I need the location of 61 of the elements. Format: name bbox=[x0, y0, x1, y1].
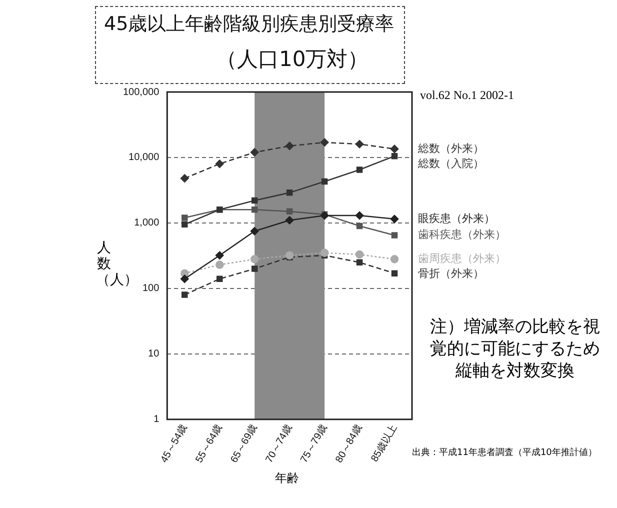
point bbox=[391, 232, 398, 238]
series-label: 総数（外来） bbox=[417, 142, 484, 155]
point bbox=[390, 144, 399, 154]
x-tick-label: 65～69歳 bbox=[228, 422, 260, 465]
y-tick-label: 1,000 bbox=[134, 218, 160, 229]
y-tick-label: 100,000 bbox=[122, 86, 160, 98]
point bbox=[391, 270, 398, 276]
point bbox=[216, 276, 223, 282]
y-tick-label: 1 bbox=[154, 414, 160, 426]
point bbox=[215, 251, 224, 260]
chart-title: 45歳以上年齢階級別疾患別受療率 bbox=[104, 12, 394, 37]
point bbox=[356, 222, 363, 230]
point bbox=[285, 216, 294, 224]
point bbox=[251, 206, 258, 213]
point bbox=[286, 208, 293, 215]
point bbox=[250, 255, 259, 264]
point bbox=[215, 260, 224, 269]
point bbox=[391, 152, 398, 160]
y-axis-title: 人数（人） bbox=[96, 240, 138, 288]
text: 注）増減率の比較を視覚的に可能にするため縦軸を対数変換 bbox=[430, 316, 600, 382]
y-tick-label: 10,000 bbox=[128, 152, 160, 164]
point bbox=[182, 214, 188, 221]
x-axis-title: 年齢 bbox=[275, 470, 299, 487]
point bbox=[182, 292, 188, 298]
point bbox=[355, 140, 364, 148]
series-label: 骨折（外来） bbox=[418, 267, 484, 280]
point bbox=[215, 160, 224, 168]
x-tick-label: 70～74歳 bbox=[263, 422, 295, 465]
point bbox=[355, 250, 364, 259]
point bbox=[250, 226, 259, 236]
point bbox=[356, 259, 363, 266]
point bbox=[390, 255, 399, 264]
series-label: 歯科疾患（外来） bbox=[418, 228, 506, 242]
text: vol.62 No.1 2002-1 bbox=[420, 88, 514, 103]
point bbox=[180, 174, 189, 183]
point bbox=[356, 166, 363, 173]
x-tick-label: 55～64歳 bbox=[193, 422, 225, 465]
point bbox=[320, 138, 329, 147]
y-tick-label: 100 bbox=[142, 283, 160, 294]
x-tick-label: 75～79歳 bbox=[298, 422, 330, 465]
point bbox=[250, 148, 259, 156]
x-tick-label: 45～54歳 bbox=[158, 422, 190, 465]
point bbox=[251, 197, 258, 204]
point bbox=[182, 221, 188, 228]
point bbox=[285, 251, 294, 260]
point bbox=[320, 248, 329, 257]
point bbox=[355, 211, 364, 220]
series-label: 眼疾患（外来） bbox=[418, 212, 495, 225]
chart-subtitle: （人口10万対） bbox=[216, 46, 369, 73]
point bbox=[180, 274, 189, 284]
x-tick-label: 85歳以上 bbox=[368, 422, 400, 464]
point bbox=[251, 266, 258, 272]
point bbox=[285, 142, 294, 150]
source-note: 出典：平成11年患者調査（平成10年推計値） bbox=[412, 446, 598, 459]
x-tick-label: 80～84歳 bbox=[332, 422, 365, 465]
series-label: 総数（入院） bbox=[417, 156, 484, 170]
series-label: 歯周疾患（外来） bbox=[418, 252, 506, 266]
point bbox=[390, 214, 399, 224]
y-tick-label: 10 bbox=[148, 348, 160, 360]
point bbox=[321, 178, 328, 185]
point bbox=[286, 190, 293, 196]
